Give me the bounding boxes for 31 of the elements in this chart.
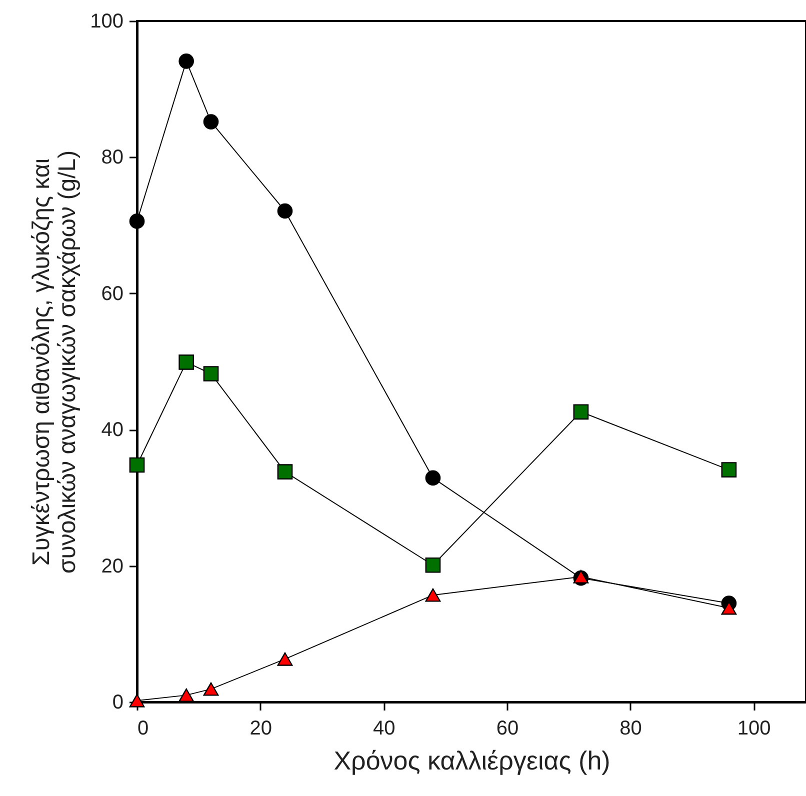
- x-tick-label: 0: [138, 718, 149, 740]
- point: [277, 203, 293, 219]
- point: [129, 457, 145, 473]
- y-tick-label: 100: [90, 10, 124, 32]
- point: [178, 54, 194, 69]
- point: [178, 688, 194, 702]
- point: [129, 214, 145, 229]
- point: [721, 462, 737, 478]
- point: [425, 557, 441, 573]
- y-axis-title: Συγκέντρωση αιθανόλης, γλυκόζης και συνολικών αναγωγικών σακχάρων (g/L): [28, 150, 82, 574]
- x-axis-title: Χρόνος καλλιέργειας (h): [334, 746, 610, 776]
- point: [203, 682, 219, 696]
- y-tick-label: 60: [101, 282, 124, 305]
- point: [277, 464, 293, 480]
- y-tick-label: 80: [101, 146, 124, 169]
- y-tick-label: 0: [112, 692, 124, 714]
- point: [573, 404, 589, 420]
- y-tick-label: 40: [101, 419, 124, 442]
- y-tick-label: 20: [101, 555, 124, 578]
- point: [721, 601, 737, 615]
- point: [277, 652, 293, 666]
- x-tick-label: 60: [496, 718, 519, 740]
- point: [178, 354, 194, 370]
- x-tick-label: 20: [250, 718, 272, 740]
- point: [203, 114, 219, 130]
- x-tick-label: 40: [373, 718, 396, 740]
- point: [203, 366, 219, 382]
- point: [425, 588, 441, 602]
- x-tick-label: 80: [620, 718, 642, 740]
- point: [425, 470, 441, 486]
- x-tick-label: 100: [737, 718, 771, 740]
